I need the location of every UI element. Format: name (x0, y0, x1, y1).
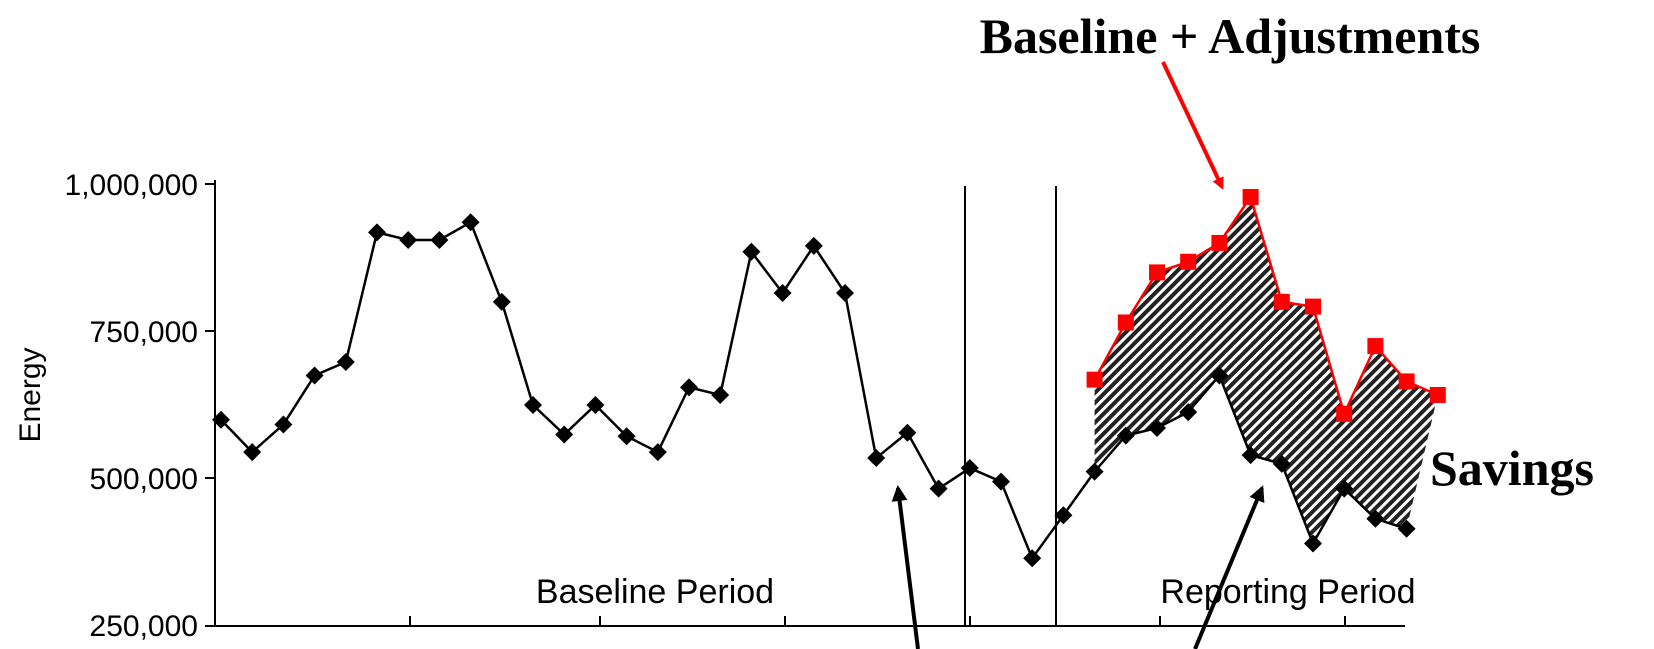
adjusted-data-point (1211, 234, 1228, 251)
adjusted-data-point (1367, 338, 1384, 355)
measured-data-point (1085, 462, 1104, 481)
adjusted-data-point (1336, 405, 1353, 422)
measured-data-point (1335, 479, 1354, 498)
measured-data-point (1116, 426, 1135, 445)
y-axis-title: Energy (14, 347, 47, 442)
measured-data-point (586, 396, 605, 414)
measured-data-point (1397, 519, 1416, 538)
measured-annotation-arrow-right (1193, 485, 1265, 649)
measured-data-point (617, 427, 636, 446)
adjusted-data-point (1086, 371, 1103, 388)
measured-data-point (461, 213, 480, 232)
measured-annotation-arrow-left (891, 485, 920, 649)
adjusted-data-point (1398, 373, 1415, 390)
measured-data-point (368, 223, 386, 242)
measured-data-point (992, 472, 1010, 491)
adjusted-data-point (1305, 298, 1321, 315)
baseline-period-label: Baseline Period (536, 573, 774, 611)
savings-annotation-label: Savings (1430, 440, 1594, 496)
adjusted-data-point (1149, 264, 1165, 281)
measured-data-point (212, 410, 230, 429)
y-tick-label: 250,000 (90, 610, 198, 643)
measured-data-point (243, 443, 262, 462)
measured-data-point (1304, 534, 1322, 553)
adjusted-data-point (1242, 188, 1259, 205)
measured-data-point (1272, 454, 1291, 473)
measured-data-point (1366, 509, 1385, 528)
measured-data-point (1054, 506, 1073, 525)
measured-data-point (1023, 549, 1042, 568)
measured-data-point (804, 236, 823, 255)
measured-data-point (524, 396, 542, 414)
measured-data-point (898, 423, 917, 442)
measured-data-point (1148, 418, 1166, 437)
adjusted-annotation-label: Baseline + Adjustments (980, 8, 1481, 64)
y-tick-label: 500,000 (90, 463, 198, 496)
measured-data-point (960, 459, 979, 478)
measured-data-point (929, 479, 948, 498)
measured-data-point (711, 385, 730, 404)
measured-data-point (1241, 446, 1260, 465)
adjusted-data-point (1180, 253, 1197, 270)
measured-data-point (648, 443, 667, 462)
y-tick-label: 1,000,000 (65, 169, 198, 202)
adjusted-annotation-arrow (1161, 61, 1224, 190)
savings-area (1094, 197, 1438, 544)
adjusted-markers (1086, 188, 1446, 422)
measured-data-point (492, 292, 511, 311)
measured-data-point (836, 284, 854, 303)
measured-data-point (680, 378, 698, 397)
measured-data-point (430, 230, 449, 249)
y-tick-label: 750,000 (90, 316, 198, 349)
measured-data-point (555, 425, 574, 444)
adjusted-data-point (1429, 386, 1446, 403)
measured-data-point (1179, 403, 1198, 422)
measured-data-point (867, 449, 886, 468)
measured-data-point (773, 284, 792, 303)
measured-data-point (742, 242, 761, 261)
adjusted-data-point (1117, 314, 1134, 331)
measured-data-point (1210, 366, 1229, 385)
measured-data-point (274, 415, 293, 434)
adjusted-data-point (1273, 293, 1290, 310)
reporting-period-label: Reporting Period (1160, 573, 1415, 611)
measured-data-point (399, 230, 418, 249)
measured-data-point (305, 366, 324, 385)
measured-data-point (336, 352, 355, 371)
measured-markers (212, 213, 1416, 568)
